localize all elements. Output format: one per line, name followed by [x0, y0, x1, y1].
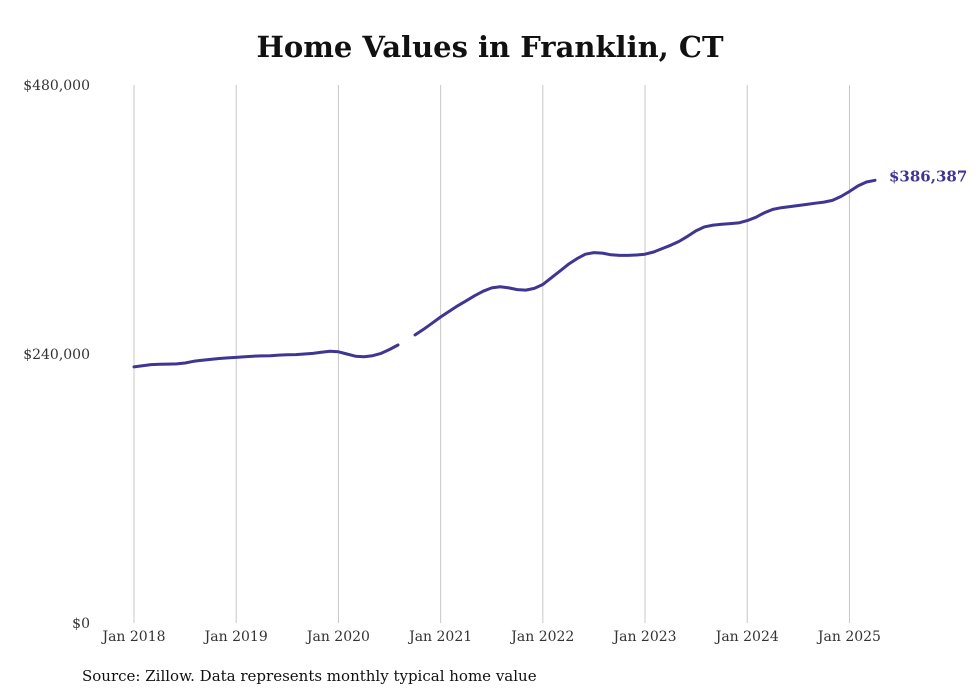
x-tick-label: Jan 2019	[203, 629, 268, 645]
x-tick-label: Jan 2025	[816, 629, 881, 645]
series-line-segment-2	[413, 178, 877, 337]
series-line-group	[132, 178, 877, 369]
x-tick-label: Jan 2020	[305, 629, 370, 645]
end-value-label: $386,387	[889, 167, 967, 185]
chart-title: Home Values in Franklin, CT	[256, 30, 724, 64]
x-tick-label: Jan 2024	[714, 629, 779, 645]
x-tick-label: Jan 2023	[612, 629, 677, 645]
x-tick-label: Jan 2018	[100, 629, 165, 645]
y-tick-label: $480,000	[23, 78, 90, 94]
x-tick-label: Jan 2021	[407, 629, 472, 645]
x-axis: Jan 2018 Jan 2019 Jan 2020 Jan 2021 Jan 2022…	[100, 629, 881, 645]
source-note: Source: Zillow. Data represents monthly …	[82, 667, 537, 685]
x-tick-label: Jan 2022	[509, 629, 574, 645]
series-line-segment-1	[132, 343, 400, 369]
end-label-group: $386,387	[889, 167, 967, 185]
y-tick-label: $240,000	[23, 347, 90, 363]
gridlines	[133, 85, 850, 623]
y-tick-label: $0	[72, 616, 90, 632]
y-axis: $0 $240,000 $480,000	[23, 78, 90, 632]
